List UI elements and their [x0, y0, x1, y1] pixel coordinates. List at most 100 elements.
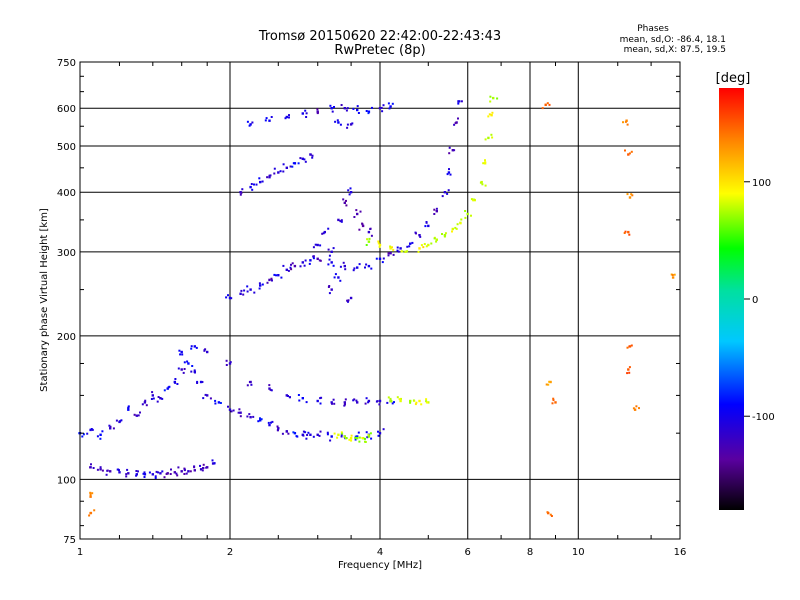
data-point	[202, 397, 205, 400]
data-point	[378, 257, 382, 260]
data-point	[183, 469, 186, 472]
data-point	[333, 106, 335, 108]
data-point	[93, 509, 96, 512]
data-point	[491, 136, 494, 139]
data-point	[448, 152, 451, 155]
data-point	[435, 210, 438, 213]
data-point	[387, 252, 390, 255]
data-point	[302, 434, 305, 437]
y-tick-label: 75	[63, 535, 76, 546]
data-point	[125, 473, 128, 476]
data-point	[491, 111, 494, 114]
data-point	[291, 262, 294, 265]
data-point	[482, 162, 485, 165]
data-point	[357, 112, 360, 114]
data-point	[277, 274, 280, 277]
data-point	[628, 196, 632, 199]
data-point	[367, 401, 370, 404]
data-point	[232, 409, 235, 412]
data-point	[631, 194, 634, 197]
data-point	[280, 276, 283, 279]
data-point	[382, 428, 385, 431]
data-point	[259, 284, 262, 287]
data-point	[377, 240, 380, 243]
data-point	[312, 435, 315, 438]
data-point	[630, 193, 633, 196]
x-tick-label: 4	[377, 547, 383, 558]
data-point	[327, 227, 330, 230]
data-point	[270, 116, 273, 118]
data-point	[454, 122, 457, 125]
data-point	[321, 232, 324, 235]
y-tick-label: 300	[57, 248, 76, 259]
data-point	[630, 150, 633, 153]
data-point	[270, 389, 273, 392]
data-point	[260, 418, 263, 421]
data-point	[549, 380, 552, 384]
data-point	[90, 463, 92, 466]
data-point	[366, 436, 369, 439]
data-point	[126, 468, 129, 471]
data-point	[356, 266, 359, 269]
data-point	[326, 431, 329, 434]
data-point	[150, 398, 153, 400]
data-point	[377, 434, 380, 437]
data-point	[343, 264, 346, 268]
data-point	[449, 173, 452, 176]
data-point	[287, 269, 290, 272]
data-point	[135, 474, 138, 477]
data-point	[277, 171, 280, 174]
data-point	[387, 396, 390, 399]
data-point	[376, 400, 379, 403]
data-point	[375, 257, 378, 260]
data-point	[626, 193, 629, 196]
data-point	[258, 177, 261, 180]
data-point	[353, 216, 356, 218]
data-point	[349, 296, 353, 300]
data-point	[470, 198, 473, 201]
chart-title: Tromsø 20150620 22:42:00-22:43:43	[258, 29, 501, 44]
data-point	[248, 124, 251, 127]
data-point	[425, 401, 428, 404]
data-point	[137, 414, 140, 417]
data-point	[311, 156, 314, 159]
data-point	[470, 214, 472, 217]
data-point	[179, 353, 182, 356]
data-point	[246, 285, 249, 288]
data-point	[342, 261, 345, 264]
data-point	[464, 210, 467, 212]
data-point	[409, 242, 412, 245]
data-point	[135, 473, 138, 476]
data-point	[181, 353, 184, 356]
data-point	[341, 432, 344, 435]
data-point	[279, 170, 282, 173]
y-tick-label: 100	[57, 475, 76, 486]
data-point	[125, 475, 128, 478]
data-point	[301, 112, 304, 115]
data-point	[203, 349, 206, 352]
data-point	[271, 279, 273, 282]
data-point	[204, 393, 207, 396]
data-point	[626, 123, 629, 126]
data-point	[396, 246, 399, 249]
y-tick-label: 400	[57, 188, 76, 199]
data-point	[135, 414, 138, 417]
data-point	[239, 415, 242, 418]
data-point	[273, 273, 276, 276]
data-point	[90, 511, 93, 514]
data-point	[148, 471, 151, 474]
data-point	[400, 250, 403, 253]
data-point	[89, 493, 92, 496]
data-point	[451, 230, 453, 233]
data-point	[451, 227, 454, 231]
colorbar-tick-label: -100	[752, 412, 775, 423]
data-point	[330, 288, 333, 291]
data-point	[323, 230, 326, 234]
data-point	[293, 432, 297, 435]
data-point	[422, 246, 425, 249]
data-point	[229, 361, 232, 364]
data-point	[544, 103, 547, 106]
data-point	[240, 191, 243, 194]
data-point	[453, 123, 456, 126]
